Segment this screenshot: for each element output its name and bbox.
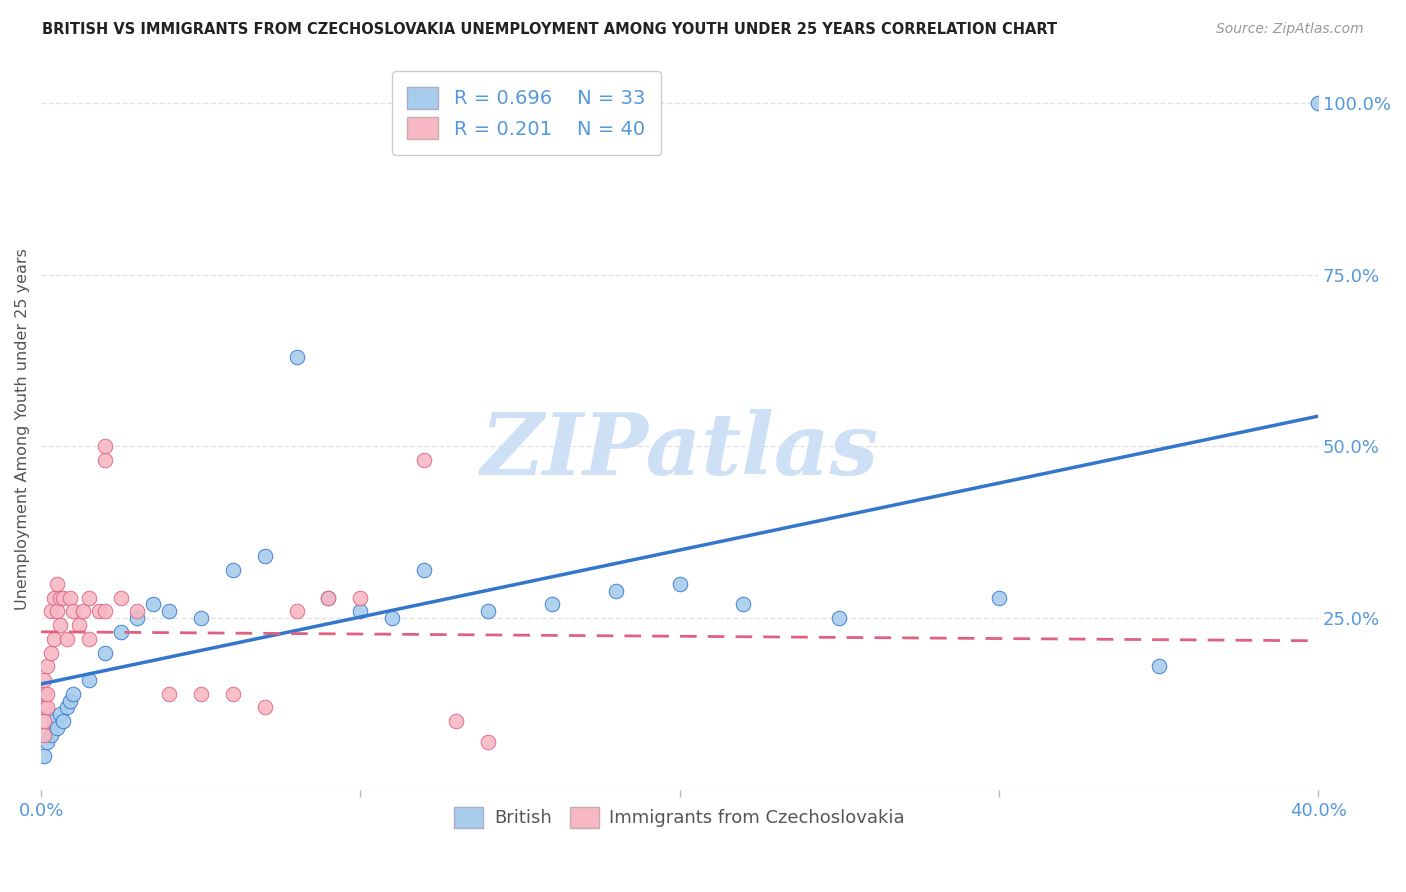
Point	[987, 591, 1010, 605]
Point	[46, 604, 69, 618]
Text: BRITISH VS IMMIGRANTS FROM CZECHOSLOVAKIA UNEMPLOYMENT AMONG YOUTH UNDER 25 YEAR: BRITISH VS IMMIGRANTS FROM CZECHOSLOVAKI…	[42, 22, 1057, 37]
Point	[77, 591, 100, 605]
Point	[34, 700, 56, 714]
Point	[62, 604, 84, 618]
Point	[87, 604, 110, 618]
Point	[55, 700, 77, 714]
Point	[94, 646, 117, 660]
Point	[52, 591, 75, 605]
Point	[318, 591, 340, 605]
Point	[46, 721, 69, 735]
Point	[125, 611, 148, 625]
Point	[477, 735, 499, 749]
Point	[253, 549, 276, 564]
Point	[39, 728, 62, 742]
Point	[349, 604, 371, 618]
Point	[49, 618, 72, 632]
Point	[34, 748, 56, 763]
Point	[34, 728, 56, 742]
Point	[94, 453, 117, 467]
Point	[39, 646, 62, 660]
Point	[34, 714, 56, 729]
Text: ZIPatlas: ZIPatlas	[481, 409, 879, 492]
Point	[110, 591, 132, 605]
Point	[77, 632, 100, 646]
Point	[67, 618, 90, 632]
Point	[52, 714, 75, 729]
Point	[125, 604, 148, 618]
Point	[37, 735, 59, 749]
Point	[605, 583, 627, 598]
Text: Source: ZipAtlas.com: Source: ZipAtlas.com	[1216, 22, 1364, 37]
Point	[157, 604, 180, 618]
Point	[221, 563, 243, 577]
Point	[34, 673, 56, 687]
Point	[285, 604, 308, 618]
Point	[42, 591, 65, 605]
Point	[34, 687, 56, 701]
Point	[190, 611, 212, 625]
Point	[668, 576, 690, 591]
Point	[49, 591, 72, 605]
Point	[46, 576, 69, 591]
Point	[253, 700, 276, 714]
Point	[349, 591, 371, 605]
Point	[1147, 659, 1170, 673]
Point	[110, 624, 132, 639]
Point	[190, 687, 212, 701]
Y-axis label: Unemployment Among Youth under 25 years: Unemployment Among Youth under 25 years	[15, 248, 30, 610]
Point	[59, 591, 82, 605]
Point	[221, 687, 243, 701]
Point	[733, 598, 755, 612]
Point	[39, 604, 62, 618]
Point	[94, 439, 117, 453]
Point	[42, 714, 65, 729]
Point	[413, 453, 436, 467]
Point	[157, 687, 180, 701]
Point	[37, 659, 59, 673]
Point	[477, 604, 499, 618]
Point	[828, 611, 851, 625]
Point	[444, 714, 467, 729]
Point	[37, 700, 59, 714]
Point	[59, 693, 82, 707]
Point	[285, 350, 308, 364]
Point	[77, 673, 100, 687]
Point	[72, 604, 94, 618]
Legend: British, Immigrants from Czechoslovakia: British, Immigrants from Czechoslovakia	[447, 800, 912, 835]
Point	[142, 598, 165, 612]
Point	[49, 707, 72, 722]
Point	[94, 604, 117, 618]
Point	[541, 598, 564, 612]
Point	[55, 632, 77, 646]
Point	[62, 687, 84, 701]
Point	[318, 591, 340, 605]
Point	[1308, 95, 1330, 110]
Point	[42, 632, 65, 646]
Point	[413, 563, 436, 577]
Point	[37, 687, 59, 701]
Point	[381, 611, 404, 625]
